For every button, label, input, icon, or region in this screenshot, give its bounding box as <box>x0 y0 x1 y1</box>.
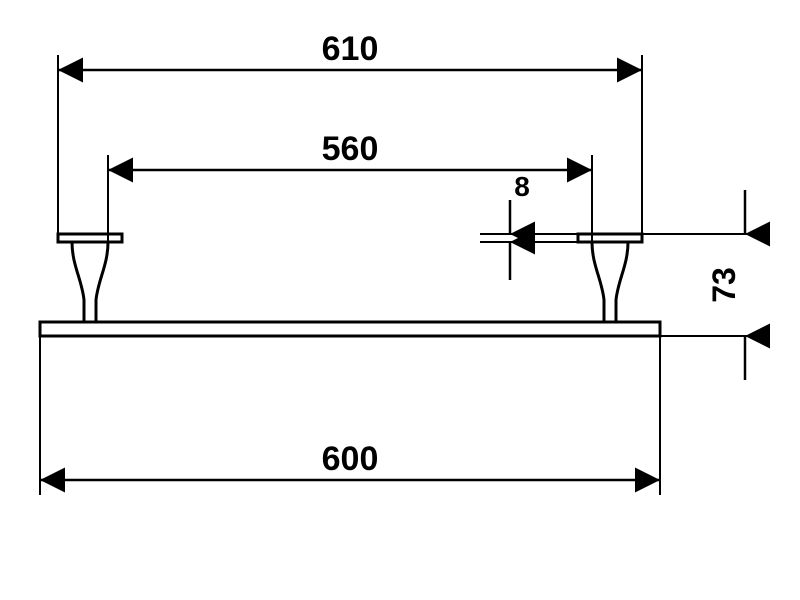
dim-label-610: 610 <box>322 30 379 68</box>
dim-label-600: 600 <box>322 440 379 478</box>
left-mount <box>58 234 122 322</box>
dim-label-8: 8 <box>514 171 530 202</box>
bar-rail <box>40 322 660 336</box>
product-outline <box>40 234 660 336</box>
dimension-lines <box>40 70 745 480</box>
extension-lines <box>40 55 770 495</box>
dim-label-560: 560 <box>322 130 379 168</box>
right-mount <box>578 234 642 322</box>
dim-label-73: 73 <box>706 267 742 303</box>
technical-drawing: 610 560 600 8 73 <box>0 0 800 600</box>
dimension-labels: 610 560 600 8 73 <box>322 30 742 478</box>
